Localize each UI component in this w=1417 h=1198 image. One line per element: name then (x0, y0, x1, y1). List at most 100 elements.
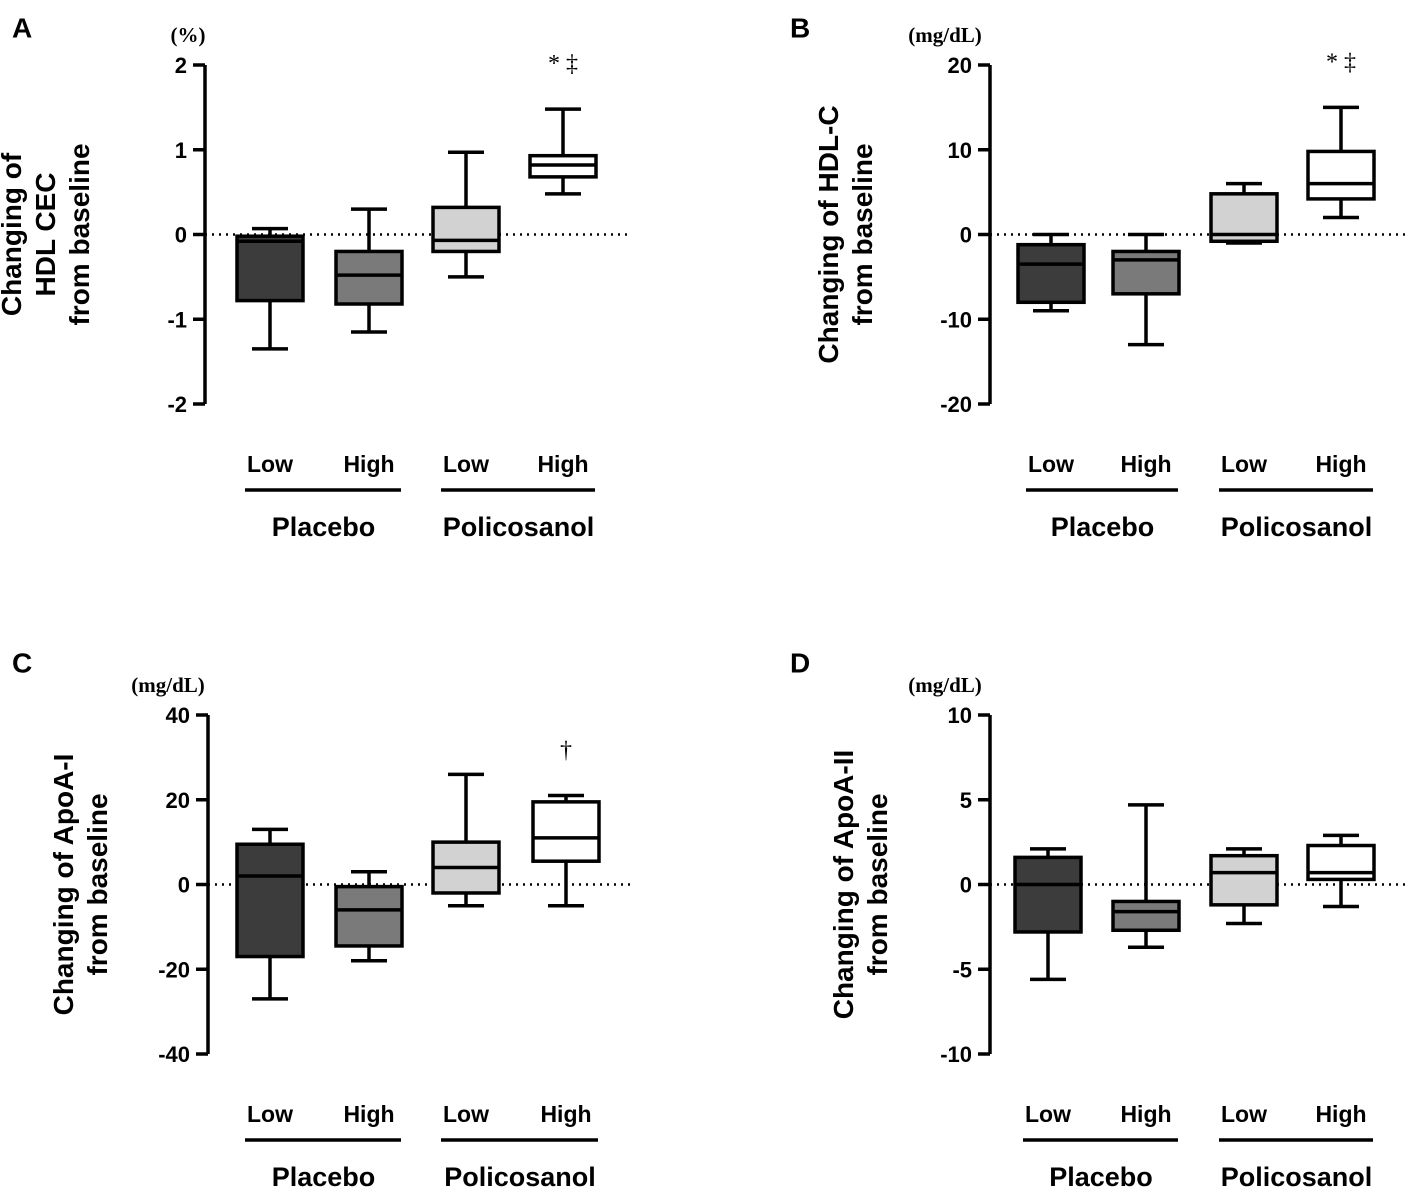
y-unit-label: (mg/dL) (131, 673, 205, 697)
box-policosanol-high: * ‡ (528, 51, 598, 196)
x-category-label: High (343, 1101, 394, 1127)
iqr-box (531, 800, 601, 863)
significance-marker: * ‡ (548, 51, 578, 77)
panel-C: C (mg/dL) 40 20 0 -20 -40 Changing of ApoA-I fro… (12, 647, 630, 1192)
y-tick-label: 10 (948, 703, 972, 728)
box-placebo-high (334, 870, 404, 963)
iqr-box (334, 884, 404, 948)
y-tick-label: -40 (158, 1042, 190, 1067)
x-category-label: Low (1221, 1101, 1267, 1127)
x-category-label: Low (1025, 1101, 1071, 1127)
y-axis-title: Changing of ApoA-II from baseline (828, 750, 893, 1020)
box-placebo-high (334, 207, 404, 334)
box-policosanol-low (431, 772, 501, 908)
x-category-label: High (537, 451, 588, 477)
box-placebo-low (1013, 847, 1083, 982)
y-tick-label: 2 (175, 53, 187, 78)
y-tick-label: -10 (940, 1042, 972, 1067)
iqr-box (1111, 249, 1181, 296)
y-tick-label: -20 (158, 957, 190, 982)
y-axis-title-line: Changing of HDL-C (813, 105, 844, 363)
box-placebo-low (1016, 232, 1086, 313)
group-label: Placebo (1051, 512, 1155, 542)
y-tick-label: -2 (167, 392, 187, 417)
y-axis-title-line: Changing of ApoA-I (48, 754, 79, 1016)
group-label: Policosanol (1221, 512, 1373, 542)
y-axis-title-line: Changing of (0, 152, 27, 316)
y-axis-title-line: from baseline (82, 793, 113, 975)
box-policosanol-low (1209, 847, 1279, 926)
y-tick-label: 10 (948, 138, 972, 163)
panel-letter: B (790, 12, 810, 43)
group-label: Placebo (272, 512, 376, 542)
y-axis-title: Changing of ApoA-I from baseline (48, 754, 113, 1016)
y-axis-title: Changing ofHDL CEC from baseline (0, 143, 95, 325)
iqr-box (334, 249, 404, 306)
y-tick-label: 20 (948, 53, 972, 78)
y-unit-label: (mg/dL) (908, 23, 982, 47)
y-tick-label: -5 (952, 957, 972, 982)
x-category-label: Low (1221, 451, 1267, 477)
box-placebo-low (235, 226, 305, 351)
x-category-label: Low (443, 1101, 489, 1127)
significance-marker: * ‡ (1326, 49, 1356, 75)
y-tick-label: -1 (167, 307, 187, 332)
y-tick-label: 1 (175, 138, 187, 163)
panel-D: D (mg/dL) 10 5 0 -5 -10 Changing of ApoA-II from… (790, 647, 1410, 1192)
y-axis-title-line: from baseline (64, 143, 95, 325)
iqr-box (235, 842, 305, 959)
x-category-label: Low (1028, 451, 1074, 477)
iqr-box (1306, 149, 1376, 201)
y-axis-title: Changing of HDL-C from baseline (813, 105, 878, 363)
group-label: Policosanol (443, 512, 595, 542)
box-placebo-low (235, 827, 305, 1001)
panel-letter: C (12, 647, 32, 678)
panel-B: B (mg/dL) 20 10 0 -10 -20 Changing of HDL-C from… (790, 12, 1410, 542)
group-label: Policosanol (1221, 1162, 1373, 1192)
panel-letter: D (790, 647, 810, 678)
y-axis-title-line: HDL CEC (30, 173, 61, 297)
x-category-label: High (1120, 1101, 1171, 1127)
box-policosanol-high (1306, 833, 1376, 909)
x-category-label: Low (247, 1101, 293, 1127)
y-tick-label: 5 (960, 788, 972, 813)
box-placebo-high (1111, 232, 1181, 347)
x-category-label: High (1120, 451, 1171, 477)
box-placebo-high (1111, 803, 1181, 949)
group-label: Placebo (272, 1162, 376, 1192)
panel-letter: A (12, 12, 32, 43)
y-tick-label: 0 (178, 873, 190, 898)
y-unit-label: (%) (171, 23, 206, 47)
y-axis-title-line: Changing of ApoA-II (828, 750, 859, 1020)
y-tick-label: -20 (940, 392, 972, 417)
x-category-label: Low (443, 451, 489, 477)
iqr-box (1016, 242, 1086, 305)
significance-marker: † (560, 738, 572, 764)
iqr-box (1111, 899, 1181, 933)
iqr-box (1013, 855, 1083, 934)
box-policosanol-high: † (531, 738, 601, 908)
y-tick-label: 0 (960, 223, 972, 248)
box-policosanol-low (1209, 181, 1279, 245)
y-axis-title-line: from baseline (862, 793, 893, 975)
x-category-label: High (1315, 451, 1366, 477)
group-label: Policosanol (444, 1162, 596, 1192)
y-axis-title-line: from baseline (847, 143, 878, 325)
y-tick-label: 0 (175, 223, 187, 248)
y-tick-label: 0 (960, 873, 972, 898)
panel-A: A (%) 2 1 0 -1 -2 Changing ofHDL CEC from baseli… (0, 12, 630, 542)
iqr-box (235, 234, 305, 303)
y-tick-label: 40 (166, 703, 190, 728)
y-tick-label: -10 (940, 307, 972, 332)
y-unit-label: (mg/dL) (908, 673, 982, 697)
x-category-label: High (343, 451, 394, 477)
iqr-box (431, 205, 501, 254)
x-category-label: High (540, 1101, 591, 1127)
box-policosanol-low (431, 150, 501, 279)
y-tick-label: 20 (166, 788, 190, 813)
iqr-box (1209, 853, 1279, 907)
x-category-label: High (1315, 1101, 1366, 1127)
group-label: Placebo (1049, 1162, 1153, 1192)
box-policosanol-high: * ‡ (1306, 49, 1376, 220)
